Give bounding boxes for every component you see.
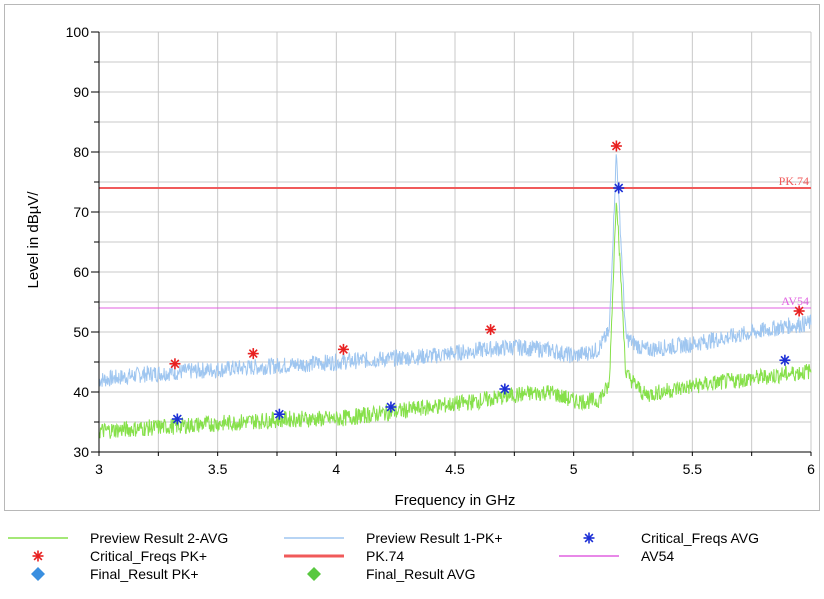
legend-item: PK.74 [284,547,404,565]
legend-label: AV54 [641,548,675,564]
limit-line-label: PK.74 [779,174,809,188]
legend-label: PK.74 [366,548,405,564]
legend-item: AV54 [559,547,674,565]
critical-markers [169,140,805,425]
legend-label: Critical_Freqs AVG [641,530,759,546]
critical-pk-marker [793,305,805,317]
axes: 30 40 50 60 70 80 90 100 3 3.5 4 4.5 5 5.5 6 [66,24,815,477]
critical-avg-marker [171,413,183,425]
series-trace [98,202,812,439]
legend-label: Preview Result 2-AVG [90,530,229,546]
y-tick-label: 50 [73,324,89,340]
legend-label: Final_Result AVG [366,566,476,582]
legend: Preview Result 2-AVG Preview Result 1-PK+… [0,530,824,599]
critical-pk-marker [485,324,497,336]
chart-frame [4,4,820,511]
critical-pk-marker-stroke [170,359,180,369]
y-tick-label: 100 [66,24,90,40]
critical-pk-marker-stroke [338,344,348,354]
y-tick-label: 60 [73,264,89,280]
legend-star-icon-stroke [33,551,43,561]
x-tick-label: 4.5 [445,461,465,477]
x-tick-label: 5.5 [683,461,703,477]
y-tick-label: 70 [73,204,89,220]
emc-scan-chart: PK.74 AV54 30 40 50 60 70 80 90 100 3 3.5 4 4.5 5 5.5 6… [25,24,815,509]
legend-item: Preview Result 2-AVG [8,529,228,547]
critical-avg-marker-stroke [614,183,624,193]
legend-swatch [307,567,321,581]
legend-label: Preview Result 1-PK+ [366,530,503,546]
limit-line-label: AV54 [781,294,809,308]
legend-swatch [31,567,45,581]
limit-lines: PK.74 AV54 [99,174,811,309]
legend-diamond-icon [307,567,321,581]
critical-pk-marker [169,358,181,370]
critical-pk-marker [610,140,622,152]
critical-avg-marker-stroke [172,414,182,424]
critical-pk-marker [337,343,349,355]
y-tick-label: 40 [73,384,89,400]
critical-pk-marker-stroke [248,349,258,359]
critical-pk-marker-stroke [794,306,804,316]
critical-avg-marker-stroke [500,384,510,394]
critical-avg-marker [499,383,511,395]
legend-swatch [284,537,344,539]
legend-item: Critical_Freqs PK+ [8,547,207,565]
critical-pk-marker-stroke [611,141,621,151]
legend-diamond-icon [31,567,45,581]
critical-avg-marker [385,401,397,413]
legend-star-icon [32,550,44,562]
legend-item: Final_Result PK+ [8,565,199,583]
y-tick-label: 30 [73,444,89,460]
x-tick-label: 3 [95,461,103,477]
series [98,154,812,439]
critical-pk-marker [247,348,259,360]
legend-item: Critical_Freqs AVG [559,529,759,547]
x-tick-label: 5 [570,461,578,477]
series-trace [98,154,812,387]
x-axis-title: Frequency in GHz [395,492,516,509]
critical-avg-marker-stroke [274,409,284,419]
legend-label: Critical_Freqs PK+ [90,548,208,564]
legend-star-icon [583,532,595,544]
legend-label: Final_Result PK+ [90,566,199,582]
legend-swatch [8,537,68,539]
y-axis-title: Level in dBµV/ [25,191,42,289]
x-tick-label: 6 [807,461,815,477]
x-tick-label: 4 [332,461,340,477]
critical-pk-marker-stroke [486,325,496,335]
critical-avg-marker-stroke [386,402,396,412]
legend-swatch [559,555,619,557]
legend-item: Final_Result AVG [284,565,475,583]
critical-avg-marker-stroke [780,355,790,365]
legend-swatch [32,550,44,562]
critical-avg-marker [613,182,625,194]
critical-avg-marker [779,354,791,366]
legend-item: Preview Result 1-PK+ [284,529,503,547]
y-tick-label: 80 [73,144,89,160]
critical-avg-marker [273,408,285,420]
legend-swatch [583,532,595,544]
legend-swatch [284,554,344,558]
legend-star-icon-stroke [584,533,594,543]
x-tick-label: 3.5 [208,461,228,477]
y-tick-label: 90 [73,84,89,100]
